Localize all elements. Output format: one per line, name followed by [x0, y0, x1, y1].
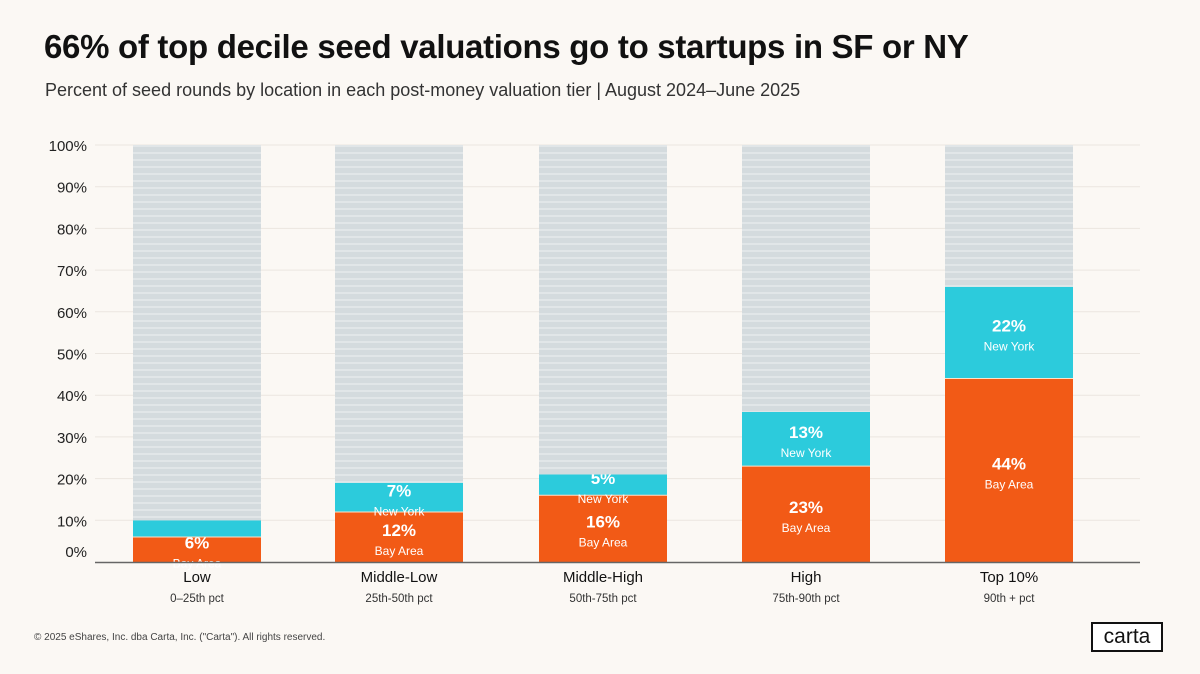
copyright-footer: © 2025 eShares, Inc. dba Carta, Inc. ("C… [34, 632, 326, 643]
data-label: 22% [992, 317, 1026, 336]
x-tick-sublabel: 0–25th pct [170, 593, 225, 605]
x-tick-label: Middle-Low [361, 569, 438, 586]
series-label: Bay Area [173, 556, 222, 570]
x-tick-label: High [791, 569, 822, 586]
series-label: Bay Area [375, 544, 424, 558]
bar-segment [335, 145, 463, 483]
data-label: 6% [185, 533, 210, 552]
series-label: Bay Area [782, 521, 831, 535]
x-tick-sublabel: 25th-50th pct [365, 593, 433, 605]
x-tick-label: Top 10% [980, 569, 1038, 586]
data-label: 23% [789, 498, 823, 517]
y-tick-label: 0% [65, 544, 87, 561]
series-label: Bay Area [985, 477, 1034, 491]
y-tick-label: 70% [57, 263, 87, 280]
x-tick-sublabel: 90th + pct [984, 593, 1036, 605]
stacked-bar-chart: 0% 10% 20% 30% 40% 50% 60% 70% 80% 90% 100% 6% Bay A… [49, 138, 1140, 605]
data-label: 12% [382, 521, 416, 540]
bar-segment [335, 511, 463, 562]
x-tick-sublabel: 50th-75th pct [569, 593, 637, 605]
bar-segment [742, 145, 870, 412]
series-label: New York [984, 340, 1036, 354]
bar-segment [945, 378, 1073, 562]
bar-segment [133, 536, 261, 562]
bar-segment [539, 474, 667, 496]
carta-logo: carta [1091, 622, 1163, 652]
series-label: New York [781, 446, 833, 460]
series-label: New York [578, 492, 630, 506]
bar-segment [335, 482, 463, 512]
series-label: Bay Area [579, 536, 628, 550]
bar-segment [742, 411, 870, 467]
x-tick-label: Low [183, 569, 211, 586]
y-tick-label: 100% [49, 138, 87, 155]
bar-segment [742, 466, 870, 562]
y-tick-label: 50% [57, 347, 87, 364]
y-tick-label: 60% [57, 305, 87, 322]
y-tick-label: 10% [57, 513, 87, 530]
bar-segment [133, 520, 261, 537]
chart-title: 66% of top decile seed valuations go to … [44, 28, 969, 65]
bar-segment [539, 495, 667, 562]
data-label: 7% [387, 481, 412, 500]
bar-segment [945, 286, 1073, 379]
series-label: New York [374, 504, 426, 518]
y-tick-label: 40% [57, 388, 87, 405]
data-label: 44% [992, 454, 1026, 473]
y-tick-label: 30% [57, 430, 87, 447]
x-tick-label: Middle-High [563, 569, 643, 586]
y-tick-label: 90% [57, 180, 87, 197]
y-tick-label: 80% [57, 221, 87, 238]
bar-segment [945, 145, 1073, 287]
bar-segment [133, 145, 261, 521]
y-tick-label: 20% [57, 472, 87, 489]
chart-subtitle: Percent of seed rounds by location in ea… [45, 80, 801, 100]
data-label: 16% [586, 513, 620, 532]
data-label: 13% [789, 423, 823, 442]
x-tick-sublabel: 75th-90th pct [772, 593, 840, 605]
bar-segment [539, 145, 667, 475]
